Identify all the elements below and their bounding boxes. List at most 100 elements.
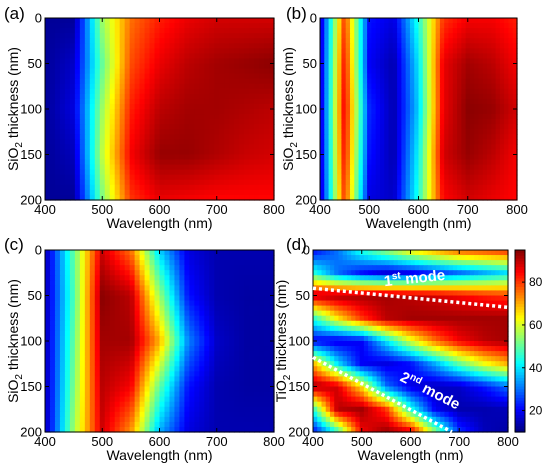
heatmap-cell — [154, 295, 161, 302]
heatmap-cell — [174, 194, 181, 201]
heatmap-cell — [179, 285, 185, 292]
heatmap-cell — [388, 124, 394, 130]
heatmap-cell — [89, 33, 96, 39]
heatmap-cell — [264, 174, 270, 181]
heatmap-cell — [219, 103, 225, 110]
heatmap-cell — [269, 401, 275, 408]
heatmap-cell — [179, 144, 185, 151]
heatmap-cell — [328, 154, 334, 161]
heatmap-cell — [358, 139, 364, 145]
heatmap-cell — [320, 169, 325, 176]
heatmap-cell — [324, 83, 330, 90]
heatmap-cell — [149, 260, 156, 266]
heatmap-cell — [129, 93, 136, 100]
heatmap-cell — [409, 119, 415, 125]
heatmap-cell — [119, 159, 126, 166]
heatmap-cell — [452, 174, 458, 181]
heatmap-cell — [239, 351, 245, 357]
heatmap-cell — [99, 346, 106, 352]
heatmap-cell — [224, 371, 230, 377]
heatmap-cell — [59, 33, 66, 39]
heatmap-cell — [139, 134, 146, 140]
heatmap-cell — [461, 48, 467, 54]
heatmap-cell — [474, 78, 480, 85]
heatmap-cell — [427, 189, 432, 196]
heatmap-cell — [384, 43, 390, 49]
heatmap-cell — [124, 48, 131, 54]
heatmap-cell — [474, 184, 480, 191]
heatmap-cell — [264, 371, 270, 377]
heatmap-cell — [491, 109, 497, 115]
heatmap-cell — [379, 43, 385, 49]
heatmap-cell — [397, 38, 402, 44]
heatmap-cell — [134, 270, 141, 276]
heatmap-cell — [508, 78, 514, 85]
heatmap-cell — [45, 124, 51, 130]
heatmap-cell — [139, 305, 146, 312]
heatmap-cell — [219, 325, 225, 332]
heatmap-cell — [452, 38, 458, 44]
heatmap-cell — [209, 98, 215, 105]
heatmap-cell — [184, 315, 190, 322]
heatmap-cell — [124, 351, 131, 357]
heatmap-cell — [129, 78, 136, 85]
heatmap-cell — [362, 63, 368, 70]
heatmap-cell — [324, 119, 330, 125]
heatmap-cell — [169, 275, 176, 281]
heatmap-cell — [414, 134, 420, 140]
heatmap-cell — [94, 109, 101, 115]
heatmap-cell — [59, 73, 66, 80]
heatmap-cell — [254, 38, 260, 44]
heatmap-cell — [199, 139, 205, 145]
heatmap-cell — [99, 184, 106, 191]
heatmap-cell — [104, 386, 111, 393]
heatmap-cell — [54, 184, 61, 191]
heatmap-cell — [174, 330, 181, 337]
heatmap-cell — [194, 194, 200, 201]
heatmap-cell — [452, 114, 458, 120]
heatmap-cell — [499, 194, 505, 201]
heatmap-cell — [362, 38, 368, 44]
heatmap-cell — [414, 68, 420, 75]
heatmap-cell — [109, 169, 116, 176]
heatmap-cell — [254, 114, 260, 120]
heatmap-cell — [254, 53, 260, 60]
heatmap-cell — [45, 320, 51, 327]
heatmap-cell — [54, 63, 61, 70]
heatmap-cell — [45, 406, 51, 413]
heatmap-cell — [324, 23, 330, 29]
heatmap-cell — [69, 270, 76, 276]
heatmap-cell — [504, 184, 510, 191]
heatmap-cell — [54, 58, 61, 65]
heatmap-cell — [149, 189, 156, 196]
heatmap-cell — [448, 23, 454, 29]
heatmap-cell — [362, 129, 368, 135]
heatmap-cell — [427, 28, 432, 34]
heatmap-cell — [320, 58, 325, 65]
heatmap-cell — [119, 164, 126, 171]
heatmap-cell — [219, 73, 225, 80]
heatmap-cell — [354, 58, 360, 65]
heatmap-cell — [427, 103, 432, 110]
heatmap-cell — [194, 285, 200, 292]
heatmap-cell — [249, 351, 255, 357]
heatmap-cell — [229, 270, 235, 276]
heatmap-cell — [444, 194, 450, 201]
heatmap-cell — [184, 371, 190, 377]
heatmap-cell — [427, 38, 432, 44]
heatmap-cell — [74, 330, 81, 337]
heatmap-cell — [164, 330, 171, 337]
heatmap-cell — [79, 366, 86, 372]
heatmap-cell — [269, 295, 275, 302]
heatmap-cell — [487, 98, 492, 105]
heatmap-cell — [49, 144, 56, 151]
heatmap-cell — [69, 114, 76, 120]
heatmap-cell — [375, 78, 381, 85]
heatmap-cell — [124, 356, 131, 362]
heatmap-cell — [134, 109, 141, 115]
heatmap-cell — [444, 53, 450, 60]
heatmap-cell — [139, 33, 146, 39]
heatmap-cell — [49, 124, 56, 130]
heatmap-cell — [74, 179, 81, 186]
heatmap-cell — [109, 416, 116, 423]
